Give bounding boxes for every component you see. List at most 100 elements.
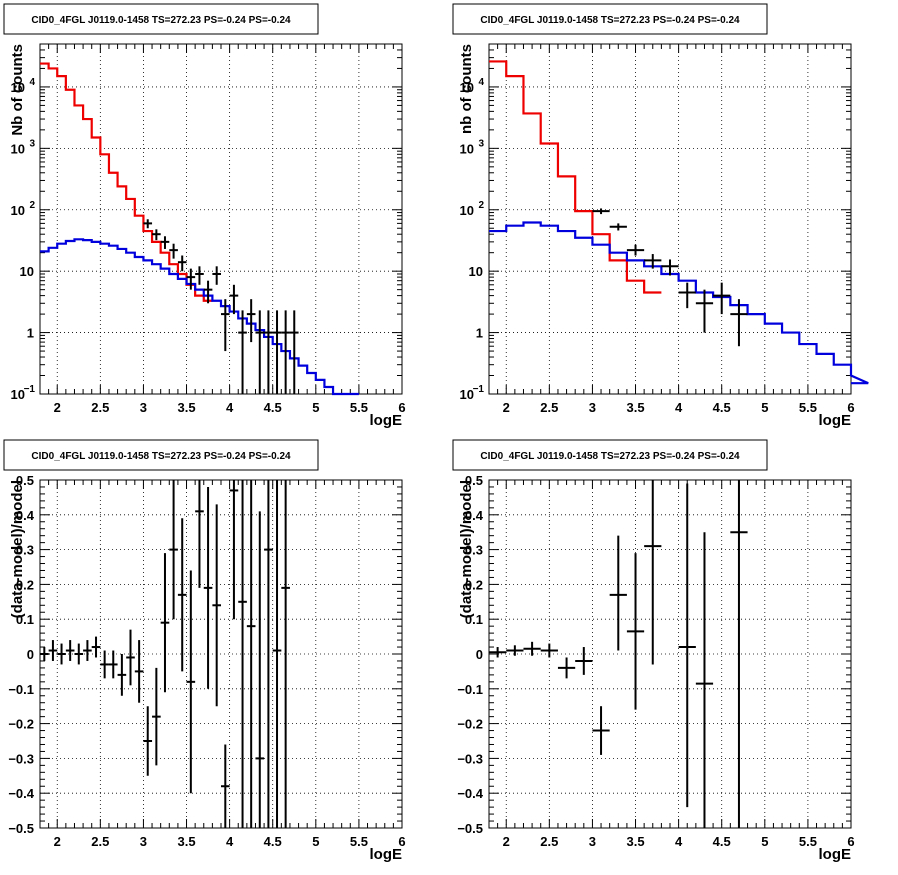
data-point: [575, 647, 593, 675]
data-point: [557, 657, 576, 679]
x-tick-label: 2: [503, 400, 510, 415]
data-point: [626, 244, 645, 256]
y-tick-label: −0.4: [457, 786, 483, 801]
data-point: [678, 282, 696, 309]
x-tick-label: 5: [761, 834, 768, 849]
data-point: [126, 629, 135, 686]
x-tick-label: 2.5: [540, 400, 558, 415]
data-point: [91, 636, 101, 658]
data-point: [506, 645, 524, 656]
data-point: [203, 486, 213, 689]
chart-title: CID0_4FGL J0119.0-1458 TS=272.23 PS=-0.2…: [31, 15, 291, 26]
x-tick-label: 4.5: [264, 400, 282, 415]
y-tick-label: 1: [27, 326, 34, 341]
data-point: [203, 280, 213, 304]
y-tick-label: −0.3: [8, 751, 34, 766]
y-tick-label: 0.2: [16, 577, 34, 592]
x-tick-label: 5.5: [350, 400, 368, 415]
x-tick-label: 4: [675, 834, 683, 849]
x-tick-label: 6: [398, 400, 405, 415]
data-point: [730, 480, 748, 828]
y-tick-label: 0.1: [465, 612, 483, 627]
y-tick-exponent: −1: [24, 384, 36, 395]
title-box: [3, 3, 319, 35]
x-tick-label: 3: [589, 834, 596, 849]
x-tick-label: 5.5: [350, 834, 368, 849]
data-point: [40, 647, 49, 661]
y-tick-label: 0: [27, 647, 34, 662]
y-tick-label: −0.5: [8, 821, 34, 836]
data-point: [229, 284, 239, 315]
y-tick-label: 0.3: [465, 543, 483, 558]
y-tick-label: −0.2: [8, 717, 34, 732]
x-tick-label: 5: [761, 400, 768, 415]
y-tick-label: 0.4: [465, 508, 484, 523]
x-tick-label: 3: [140, 834, 147, 849]
data-point: [195, 266, 204, 285]
chart-title: CID0_4FGL J0119.0-1458 TS=272.23 PS=-0.2…: [480, 15, 740, 26]
data-point: [246, 480, 256, 828]
x-tick-label: 3: [589, 400, 596, 415]
y-tick-label: −0.2: [457, 717, 483, 732]
data-point: [186, 268, 196, 290]
series-line-model-background: [40, 238, 359, 396]
data-point: [609, 223, 627, 231]
data-point: [160, 236, 170, 249]
y-tick-label: 10: [11, 80, 25, 95]
series-line-model-total: [40, 62, 213, 302]
x-tick-label: 3.5: [177, 400, 195, 415]
data-point: [272, 480, 282, 828]
x-tick-label: 4: [226, 834, 234, 849]
x-tick-label: 3.5: [626, 400, 644, 415]
data-point: [678, 483, 696, 808]
x-tick-label: 2: [54, 400, 61, 415]
x-tick-label: 2: [503, 834, 510, 849]
x-axis-label: logE: [370, 412, 403, 429]
y-tick-label: 1: [476, 326, 483, 341]
data-point: [48, 640, 58, 661]
data-point: [177, 255, 187, 272]
y-tick-label: 10: [460, 387, 474, 402]
y-tick-label: −0.1: [457, 682, 483, 697]
y-tick-exponent: −1: [473, 384, 485, 395]
data-point: [57, 643, 66, 665]
data-point: [523, 641, 541, 656]
x-tick-label: 5: [312, 400, 319, 415]
data-point: [695, 532, 714, 828]
data-point: [143, 219, 153, 229]
data-point: [644, 254, 662, 269]
data-point: [661, 259, 679, 276]
x-tick-label: 3: [140, 400, 147, 415]
y-tick-label: 0: [476, 647, 483, 662]
x-tick-label: 2.5: [91, 834, 109, 849]
y-tick-label: −0.5: [457, 821, 483, 836]
y-tick-exponent: 3: [478, 138, 484, 149]
data-point: [289, 310, 299, 394]
data-point: [730, 299, 748, 347]
y-tick-exponent: 4: [478, 77, 484, 88]
data-point: [281, 310, 290, 394]
y-tick-label: −0.4: [8, 786, 34, 801]
y-tick-label: 0.5: [465, 473, 483, 488]
series-line-model-background: [489, 221, 869, 385]
x-tick-label: 6: [847, 834, 854, 849]
y-tick-exponent: 3: [29, 138, 35, 149]
data-point: [83, 640, 92, 661]
plot-frame: [39, 43, 403, 395]
data-point: [238, 310, 247, 394]
data-point: [212, 504, 221, 707]
data-point: [246, 299, 256, 343]
data-point: [169, 243, 178, 259]
data-point: [229, 480, 239, 620]
data-point: [100, 650, 109, 679]
data-point: [238, 480, 247, 828]
y-tick-label: 0.5: [16, 473, 34, 488]
x-tick-label: 2: [54, 834, 61, 849]
data-point: [108, 650, 118, 679]
y-tick-label: 0.2: [465, 577, 483, 592]
data-point: [177, 518, 187, 672]
x-tick-label: 5.5: [799, 400, 817, 415]
